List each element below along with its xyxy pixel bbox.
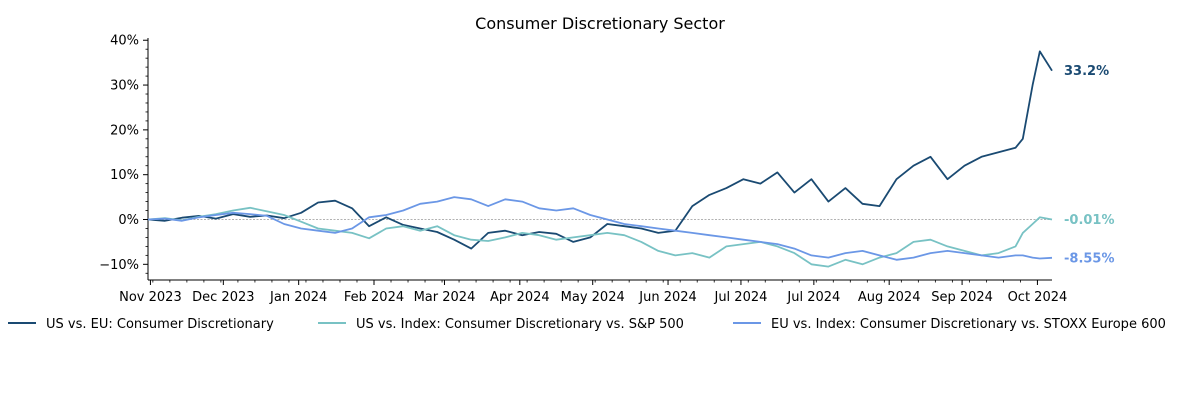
y-tick-label: −10%	[99, 258, 139, 273]
y-tick-label: 20%	[110, 123, 139, 138]
chart-title: Consumer Discretionary Sector	[475, 14, 725, 33]
series-line-3	[147, 196, 1053, 261]
axes: −10% 0% 10% 20% 30% 40% Nov 2023 Dec 2023 Jan 20…	[99, 34, 1067, 305]
x-tick-label: Jul 2024	[786, 290, 840, 305]
x-tick-label: Oct 2024	[1008, 290, 1068, 305]
series-end-label-2: -0.01%	[1064, 213, 1115, 228]
y-tick-label: 10%	[110, 168, 139, 183]
end-labels: 33.2% -0.01% -8.55%	[1064, 64, 1115, 266]
x-tick-label: May 2024	[561, 290, 625, 305]
series-group	[147, 50, 1053, 268]
x-tick-label: Sep 2024	[931, 290, 993, 305]
x-tick-label: Apr 2024	[490, 290, 550, 305]
y-tick-label: 40%	[110, 34, 139, 49]
x-tick-label: Mar 2024	[414, 290, 476, 305]
x-tick-label: Jul 2024	[713, 290, 767, 305]
legend-label-2: US vs. Index: Consumer Discretionary vs.…	[356, 317, 684, 332]
x-tick-label: Jun 2024	[638, 290, 697, 305]
x-tick-label: Nov 2023	[119, 290, 182, 305]
x-tick-label: Dec 2023	[192, 290, 254, 305]
y-tick-label: 30%	[110, 79, 139, 94]
series-end-label-1: 33.2%	[1064, 64, 1109, 79]
series-line-1	[147, 50, 1053, 250]
y-tick-label: 0%	[118, 213, 139, 228]
legend-label-1: US vs. EU: Consumer Discretionary	[46, 317, 274, 332]
legend: US vs. EU: Consumer Discretionary US vs. …	[8, 317, 1166, 332]
legend-label-3: EU vs. Index: Consumer Discretionary vs.…	[771, 317, 1166, 332]
x-tick-label: Aug 2024	[858, 290, 921, 305]
x-tick-label: Jan 2024	[269, 290, 327, 305]
series-line-2	[147, 206, 1053, 268]
x-tick-label: Feb 2024	[344, 290, 404, 305]
series-end-label-3: -8.55%	[1064, 251, 1115, 266]
